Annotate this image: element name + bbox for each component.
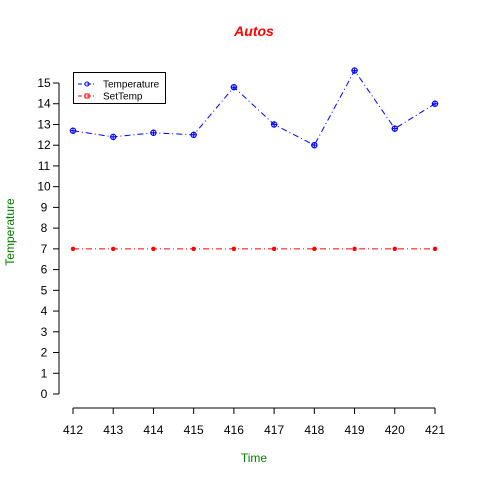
chart-title: Autos — [233, 23, 274, 39]
series-settemp-point — [392, 246, 398, 252]
series-settemp-point — [352, 246, 357, 252]
y-tick-label: 5 — [41, 283, 48, 297]
x-tick-label: 421 — [425, 423, 445, 437]
y-tick-label: 7 — [41, 242, 48, 256]
series-temperature — [69, 67, 439, 149]
x-tick-label: 419 — [345, 423, 365, 437]
series-layer — [69, 67, 439, 252]
series-settemp-point — [231, 246, 237, 252]
series-temperature-line — [72, 69, 436, 146]
y-axis-title: Temperature — [3, 198, 17, 266]
legend-temperature-label: Temperature — [103, 80, 160, 91]
legend-settemp-label: SetTemp — [103, 92, 143, 103]
series-settemp-point — [70, 246, 76, 252]
y-tick-label: 12 — [37, 138, 51, 152]
series-settemp-point — [191, 246, 196, 252]
x-tick-label: 418 — [304, 423, 324, 437]
y-tick-label: 15 — [37, 76, 51, 90]
y-tick-label: 4 — [41, 304, 48, 318]
x-tick-label: 415 — [184, 423, 204, 437]
series-settemp-point — [271, 246, 277, 252]
x-tick-label: 413 — [103, 423, 123, 437]
x-axis-title: Time — [241, 451, 268, 465]
y-tick-label: 2 — [41, 346, 48, 360]
y-tick-label: 0 — [41, 387, 48, 401]
x-tick-label: 416 — [224, 423, 244, 437]
series-settemp-point — [312, 246, 317, 252]
series-settemp-point — [151, 246, 156, 252]
x-tick-label: 417 — [264, 423, 284, 437]
y-tick-label: 13 — [37, 117, 51, 131]
x-tick-label: 420 — [385, 423, 405, 437]
x-tick-label: 414 — [143, 423, 163, 437]
legend-temperature-marker — [84, 81, 90, 87]
series-settemp-point — [110, 246, 116, 252]
y-tick-label: 9 — [41, 200, 48, 214]
y-tick-label: 14 — [37, 97, 51, 111]
legend-settemp-marker — [84, 93, 90, 99]
series-settemp-point — [432, 246, 438, 252]
series-settemp — [70, 246, 438, 252]
x-tick-label: 412 — [63, 423, 83, 437]
y-tick-label: 11 — [38, 159, 51, 173]
y-tick-label: 6 — [41, 263, 48, 277]
y-tick-label: 1 — [41, 366, 48, 380]
y-tick-label: 8 — [41, 221, 48, 235]
y-tick-label: 10 — [37, 180, 51, 194]
y-tick-label: 3 — [41, 325, 48, 339]
